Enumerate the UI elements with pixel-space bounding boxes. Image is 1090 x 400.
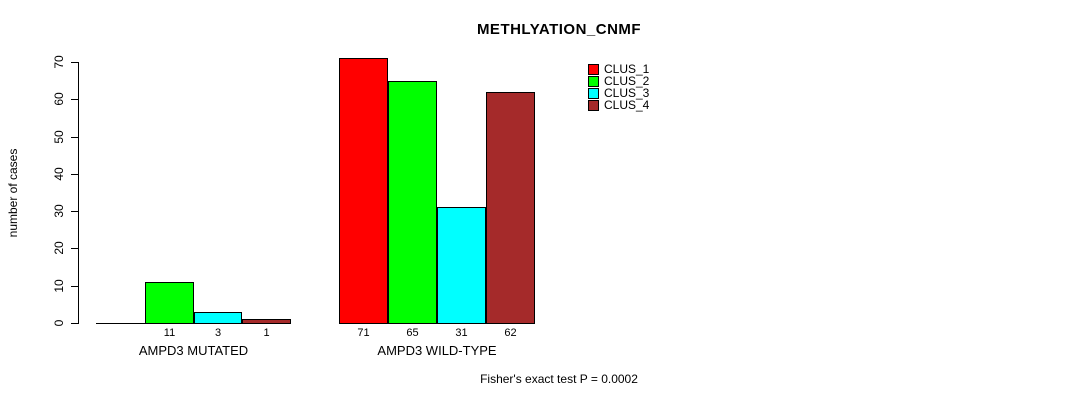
bar	[339, 58, 388, 324]
y-axis-tick	[71, 211, 78, 212]
y-tick-label: 50	[52, 130, 66, 144]
bar-value-label: 3	[214, 327, 222, 339]
legend-label: CLUS_4	[604, 98, 650, 112]
bar-value-label: 71	[357, 327, 370, 339]
y-axis-tick	[71, 286, 78, 287]
legend-row: CLUS_1	[588, 63, 649, 75]
legend-row: CLUS_2	[588, 75, 649, 87]
y-axis-tick	[71, 323, 78, 324]
y-tick-label: 30	[52, 204, 66, 218]
chart-title: METHLYATION_CNMF	[476, 21, 642, 38]
legend-label: CLUS_3	[604, 86, 650, 100]
bar-value-label: 31	[455, 327, 468, 339]
y-axis-label: number of cases	[6, 148, 20, 238]
bar-value-label: 65	[406, 327, 419, 339]
y-axis-tick	[71, 137, 78, 138]
legend-swatch	[588, 75, 599, 87]
group-label: AMPD3 MUTATED	[138, 343, 249, 358]
legend-swatch	[588, 99, 599, 111]
y-tick-label: 10	[52, 279, 66, 293]
bar	[242, 319, 291, 324]
bar	[437, 207, 486, 324]
legend-row: CLUS_4	[588, 99, 649, 111]
bar-value-label: 1	[263, 327, 270, 339]
bar	[96, 323, 145, 324]
y-tick-label: 40	[52, 167, 66, 181]
bar	[145, 282, 194, 324]
group-label: AMPD3 WILD-TYPE	[377, 343, 497, 358]
bar	[486, 92, 535, 324]
legend-label: CLUS_1	[604, 62, 650, 76]
bar	[194, 312, 242, 324]
y-axis-tick	[71, 248, 78, 249]
footnote: Fisher's exact test P = 0.0002	[480, 372, 638, 386]
bar-value-label: 11	[163, 327, 176, 339]
legend-swatch	[588, 87, 599, 99]
y-tick-label: 20	[52, 241, 66, 255]
legend-row: CLUS_3	[588, 87, 649, 99]
y-axis-line	[78, 62, 79, 324]
y-tick-label: 60	[52, 92, 66, 106]
legend-label: CLUS_2	[604, 74, 650, 88]
y-axis-tick	[71, 174, 78, 175]
y-tick-label: 70	[52, 55, 66, 69]
y-tick-label: 0	[52, 319, 66, 327]
legend-swatch	[588, 63, 599, 75]
bar-value-label: 62	[504, 327, 517, 339]
legend: CLUS_1 CLUS_2 CLUS_3 CLUS_4	[588, 63, 649, 111]
y-axis-tick	[71, 62, 78, 63]
y-axis-tick	[71, 99, 78, 100]
bar	[388, 81, 437, 324]
